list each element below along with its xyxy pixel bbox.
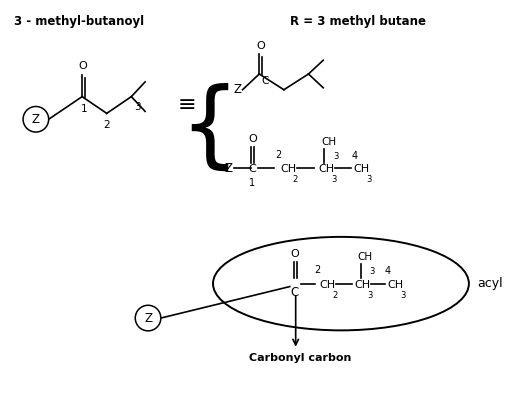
Text: 3: 3 <box>134 101 141 112</box>
Text: 2: 2 <box>293 175 298 185</box>
Text: CH: CH <box>319 280 335 289</box>
Text: CH: CH <box>358 252 373 262</box>
Text: 3: 3 <box>331 175 336 185</box>
Text: 3: 3 <box>367 291 373 299</box>
Text: O: O <box>290 249 299 259</box>
Text: 3: 3 <box>400 291 406 299</box>
Text: 2: 2 <box>332 291 337 299</box>
Text: 2: 2 <box>103 120 110 130</box>
Text: 3 - methyl-butanoyl: 3 - methyl-butanoyl <box>14 15 144 28</box>
Text: 4: 4 <box>384 266 390 276</box>
Circle shape <box>135 305 161 331</box>
Text: 2: 2 <box>314 265 321 275</box>
Text: 1: 1 <box>249 178 255 188</box>
Text: {: { <box>179 83 239 175</box>
Text: 4: 4 <box>352 150 358 161</box>
Text: Z: Z <box>234 83 242 96</box>
Text: Carbonyl carbon: Carbonyl carbon <box>249 354 352 364</box>
Text: CH: CH <box>354 164 370 175</box>
Text: Z: Z <box>225 162 233 175</box>
Text: CH: CH <box>321 137 336 147</box>
Text: 1: 1 <box>81 103 88 114</box>
Text: acyl: acyl <box>477 277 503 290</box>
Text: R = 3 methyl butane: R = 3 methyl butane <box>290 15 425 28</box>
Text: CH: CH <box>387 280 403 289</box>
Text: 3: 3 <box>367 175 372 185</box>
Text: O: O <box>79 61 88 71</box>
Text: Z: Z <box>32 113 40 126</box>
Text: 2: 2 <box>275 150 281 160</box>
Text: Z: Z <box>144 312 152 325</box>
Text: CH: CH <box>280 164 296 175</box>
Text: O: O <box>256 41 265 51</box>
Text: ≡: ≡ <box>178 95 196 114</box>
Text: 3: 3 <box>333 152 339 161</box>
Text: CH: CH <box>355 280 371 289</box>
Text: 3: 3 <box>369 267 375 276</box>
Text: CH: CH <box>318 164 334 175</box>
Text: O: O <box>248 134 257 144</box>
Text: C: C <box>261 76 269 86</box>
Circle shape <box>23 107 49 132</box>
Text: C: C <box>291 286 299 299</box>
Text: C: C <box>248 164 256 175</box>
